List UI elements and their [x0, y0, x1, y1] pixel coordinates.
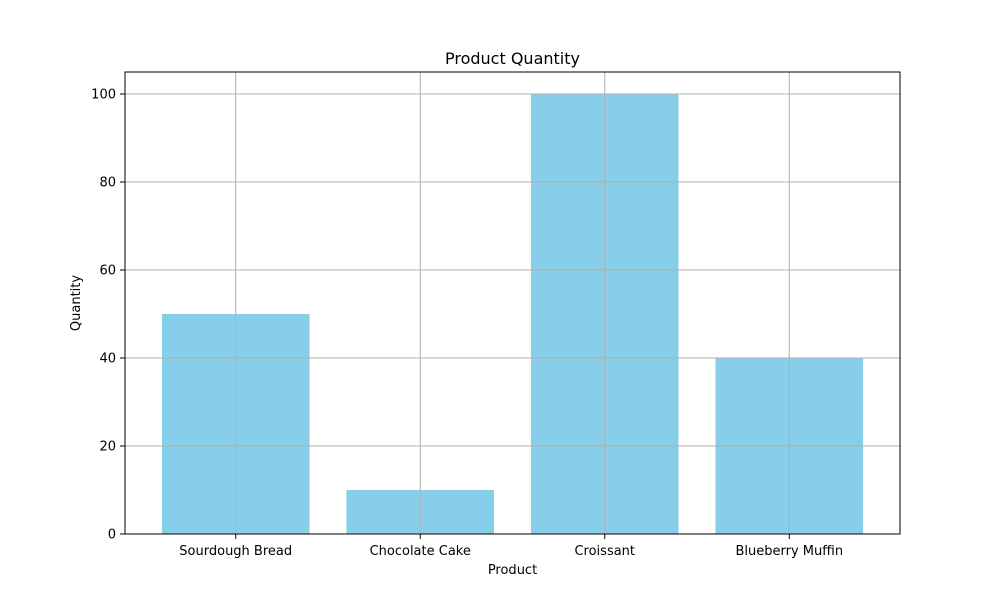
x-tick-label: Blueberry Muffin: [735, 544, 843, 559]
ticks: 0 20 40 60 80 100 Sourdough Bread Chocolate Cak…: [91, 88, 843, 560]
plot-frame: [124, 71, 901, 535]
x-tick-label: Chocolate Cake: [370, 544, 471, 559]
x-axis-label: Product: [488, 563, 537, 578]
y-tick-label: 60: [99, 264, 116, 279]
y-tick-label: 100: [91, 88, 116, 103]
y-tick-label: 40: [99, 352, 116, 367]
bars: [161, 94, 864, 534]
y-axis-label: Quantity: [69, 275, 84, 331]
chart-title: Product Quantity: [445, 49, 580, 68]
x-tick-label: Sourdough Bread: [179, 544, 292, 559]
y-tick-label: 20: [99, 440, 116, 455]
x-tick-label: Croissant: [574, 544, 635, 559]
y-tick-label: 0: [108, 528, 116, 543]
y-tick-label: 80: [99, 176, 116, 191]
